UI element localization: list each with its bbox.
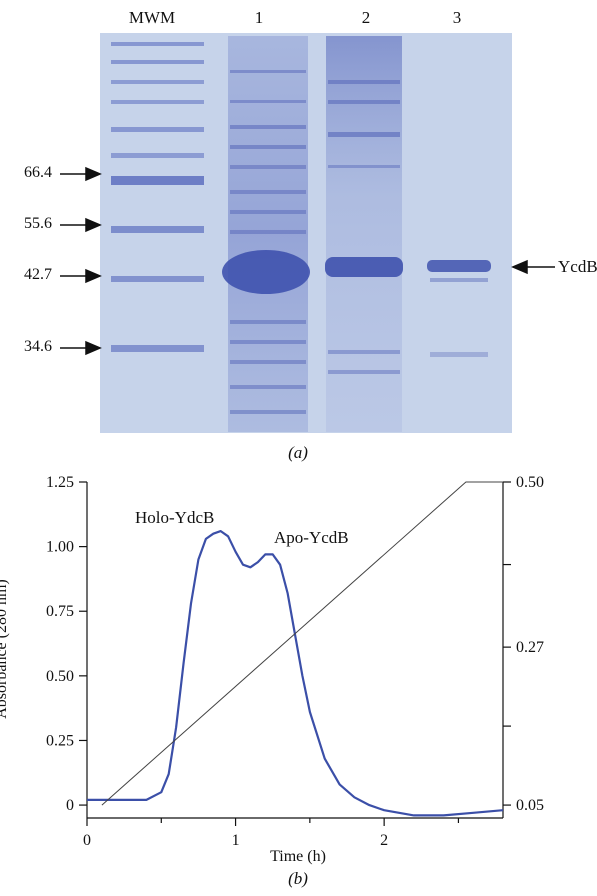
y-axis-label: Absorbance (280 nm) xyxy=(0,579,10,719)
lane-3-main-band xyxy=(427,260,491,272)
lane-label-mwm: MWM xyxy=(128,8,176,27)
y2-tick-label: 0.05 xyxy=(516,797,544,814)
y-tick-label: 0.50 xyxy=(46,668,74,685)
x-tick-label: 1 xyxy=(232,832,240,849)
panel-a-caption-text: (a) xyxy=(288,443,308,462)
marker-label-55-6: 55.6 xyxy=(24,215,52,232)
marker-label-66-4: 66.4 xyxy=(24,164,52,181)
y2-tick-label: 0.27 xyxy=(516,639,544,656)
y-tick-label: 1.00 xyxy=(46,539,74,556)
x-axis-label: Time (h) xyxy=(270,848,326,865)
y-tick-label: 0.25 xyxy=(46,732,74,749)
lane-3-minor-band xyxy=(430,278,488,282)
lane-2-bands xyxy=(328,80,400,374)
y2-tick-label: 0.50 xyxy=(516,474,544,491)
lane-1-bands xyxy=(230,70,306,414)
y-tick-label: 1.25 xyxy=(46,474,74,491)
marker-label-42-7: 42.7 xyxy=(24,266,52,283)
marker-arrows xyxy=(60,166,102,356)
marker-label-34-6: 34.6 xyxy=(24,338,52,355)
absorbance-trace xyxy=(87,530,504,817)
ycdb-arrow xyxy=(511,259,555,275)
y-tick-label: 0.75 xyxy=(46,603,74,620)
x-tick-label: 0 xyxy=(83,832,91,849)
lane-2-main-band xyxy=(325,257,403,277)
annotation-holo-ydcb: Holo-YdcB xyxy=(135,508,215,527)
lane-1-main-band xyxy=(222,250,310,294)
panel-b-caption-text: (b) xyxy=(288,869,308,888)
gel-image xyxy=(60,33,555,433)
x-tick-label: 2 xyxy=(380,832,388,849)
annotation-apo-ycdb: Apo-YcdB xyxy=(274,528,349,547)
gradient-line xyxy=(101,481,503,806)
chromatogram-chart: 0 0.25 0.50 0.75 1.00 1.25 0 1 2 0.05 0.27 0.50 xyxy=(46,474,544,849)
panel-b-caption: (b) xyxy=(268,869,328,889)
panel-a-caption: (a) xyxy=(268,443,328,463)
y-tick-label: 0 xyxy=(66,797,74,814)
mwm-ladder xyxy=(111,42,204,352)
lane-label-3: 3 xyxy=(452,8,462,27)
band-label-ycdb: YcdB xyxy=(558,257,597,276)
lane-label-2: 2 xyxy=(361,8,371,27)
lane-label-1: 1 xyxy=(254,8,264,27)
lane-3-faint-band xyxy=(430,352,488,357)
chart-plot-area: 0 0.25 0.50 0.75 1.00 1.25 0 1 2 0.05 0.27 0.50 xyxy=(46,474,544,849)
